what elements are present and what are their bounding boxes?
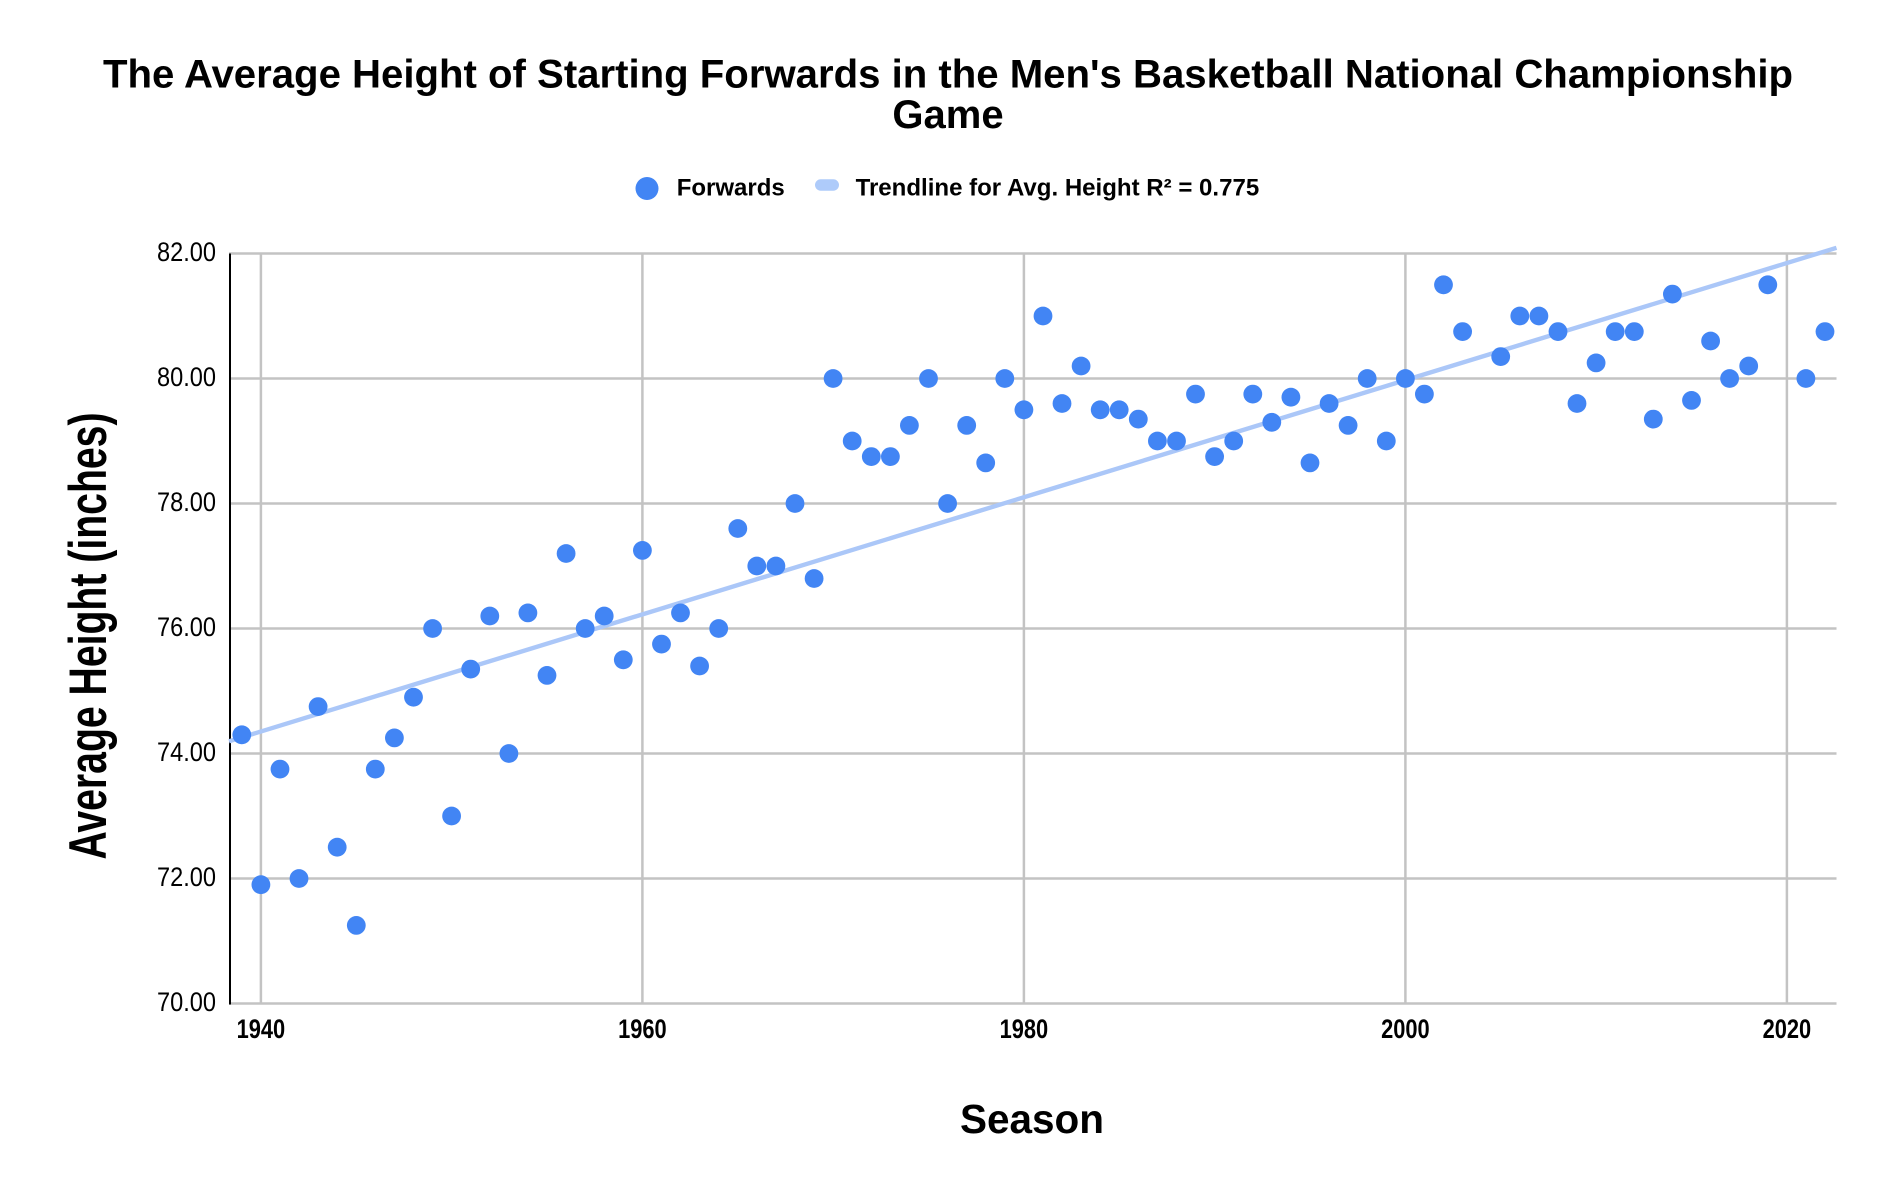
svg-text:Forwards: Forwards (677, 175, 785, 202)
svg-text:82.00: 82.00 (157, 237, 216, 267)
svg-text:Average Height (inches): Average Height (inches) (59, 412, 118, 859)
svg-text:76.00: 76.00 (157, 612, 216, 642)
svg-text:Trendline for Avg. Height R² =: Trendline for Avg. Height R² = 0.775 (856, 175, 1260, 202)
svg-text:2000: 2000 (1381, 1014, 1430, 1044)
svg-text:2020: 2020 (1763, 1014, 1812, 1044)
svg-text:78.00: 78.00 (157, 487, 216, 517)
svg-text:1960: 1960 (618, 1014, 667, 1044)
svg-text:Season: Season (960, 1096, 1104, 1142)
svg-text:The Average Height of Starting: The Average Height of Starting Forwards … (103, 53, 1793, 97)
svg-text:70.00: 70.00 (157, 987, 216, 1017)
svg-text:74.00: 74.00 (157, 737, 216, 767)
svg-text:80.00: 80.00 (157, 362, 216, 392)
svg-text:Game: Game (892, 93, 1003, 137)
svg-text:1980: 1980 (1000, 1014, 1049, 1044)
svg-text:72.00: 72.00 (157, 862, 216, 892)
svg-text:1940: 1940 (237, 1014, 286, 1044)
